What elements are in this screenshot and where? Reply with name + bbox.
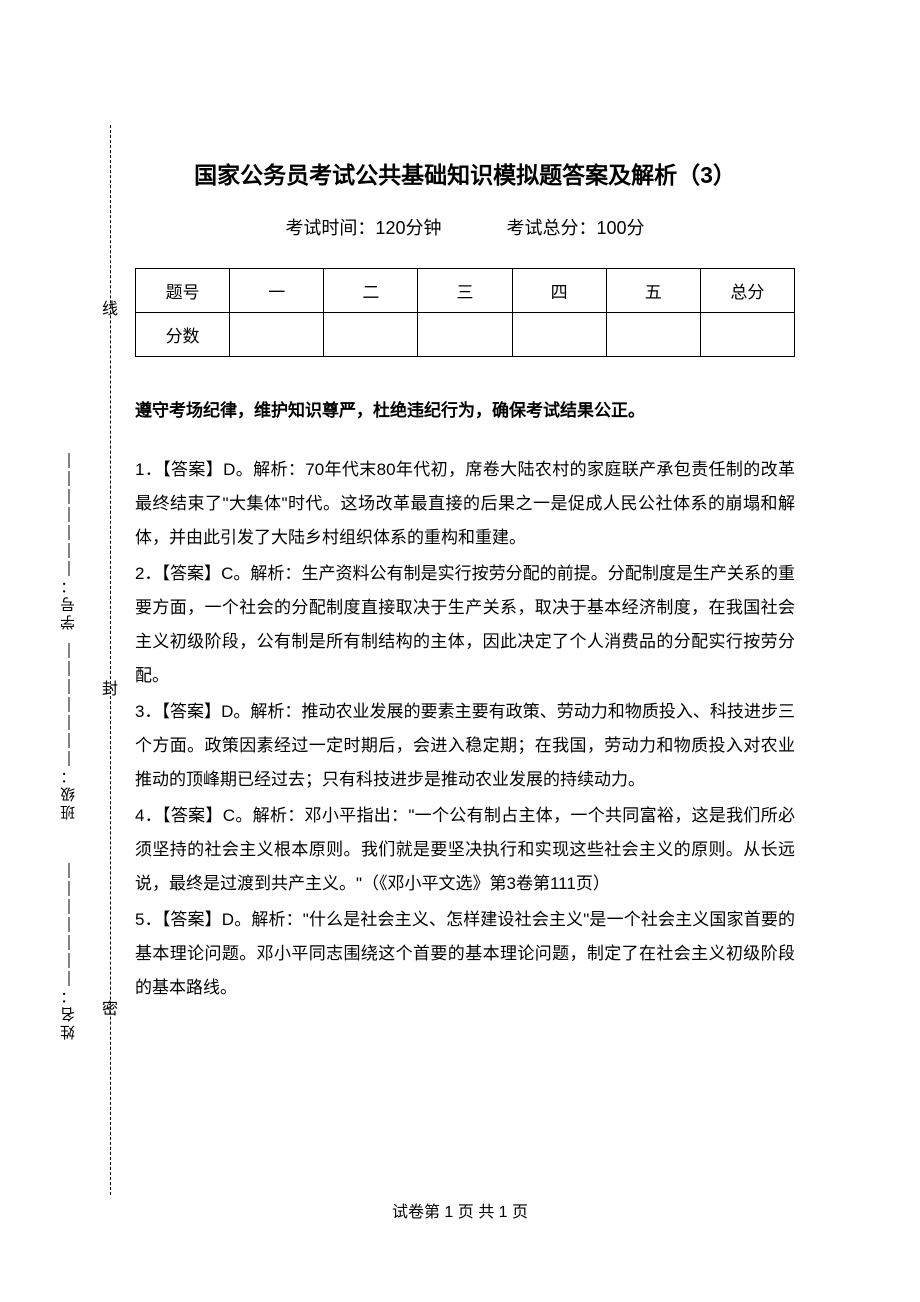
exam-total: 考试总分：100分: [507, 218, 645, 238]
header-cell: 题号: [136, 269, 230, 313]
sidebar-name: 姓名：———————: [58, 860, 79, 1040]
header-cell: 总分: [700, 269, 794, 313]
seal-line: [110, 125, 111, 1195]
answer-item: 1．【答案】D。解析：70年代末80年代初，席卷大陆农村的家庭联产承包责任制的改…: [135, 453, 795, 555]
document-title: 国家公务员考试公共基础知识模拟题答案及解析（3）: [135, 155, 795, 196]
sidebar-class: 班级：———————: [58, 640, 79, 820]
class-line: ———————: [60, 640, 77, 766]
seal-char-secret: 密: [95, 1000, 119, 1016]
sidebar-student-id: 学号：———————: [58, 450, 79, 630]
header-cell: 五: [606, 269, 700, 313]
class-label: 班级：: [60, 766, 77, 820]
table-score-row: 分数: [136, 313, 795, 357]
header-cell: 四: [512, 269, 606, 313]
score-cell: [418, 313, 512, 357]
answer-item: 2．【答案】C。解析：生产资料公有制是实行按劳分配的前提。分配制度是生产关系的重…: [135, 557, 795, 693]
seal-char-seal: 封: [95, 680, 119, 696]
answer-item: 3．【答案】D。解析：推动农业发展的要素主要有政策、劳动力和物质投入、科技进步三…: [135, 695, 795, 797]
seal-char-line: 线: [95, 300, 119, 316]
name-label: 姓名：: [60, 986, 77, 1040]
score-cell: [700, 313, 794, 357]
header-cell: 一: [230, 269, 324, 313]
main-content: 国家公务员考试公共基础知识模拟题答案及解析（3） 考试时间：120分钟 考试总分…: [135, 155, 795, 1007]
score-table: 题号 一 二 三 四 五 总分 分数: [135, 268, 795, 357]
page-footer: 试卷第 1 页 共 1 页: [0, 1198, 920, 1222]
student-id-line: ———————: [60, 450, 77, 576]
student-id-label: 学号：: [60, 576, 77, 630]
score-cell: [230, 313, 324, 357]
name-line: ———————: [60, 860, 77, 986]
table-header-row: 题号 一 二 三 四 五 总分: [136, 269, 795, 313]
header-cell: 三: [418, 269, 512, 313]
answer-item: 5．【答案】D。解析："什么是社会主义、怎样建设社会主义"是一个社会主义国家首要…: [135, 903, 795, 1005]
header-cell: 二: [324, 269, 418, 313]
exam-info: 考试时间：120分钟 考试总分：100分: [135, 214, 795, 240]
score-cell: [324, 313, 418, 357]
score-cell: [606, 313, 700, 357]
score-label-cell: 分数: [136, 313, 230, 357]
answer-item: 4．【答案】C。解析：邓小平指出："一个公有制占主体，一个共同富裕，这是我们所必…: [135, 799, 795, 901]
exam-time: 考试时间：120分钟: [285, 218, 441, 238]
score-cell: [512, 313, 606, 357]
exam-notice: 遵守考场纪律，维护知识尊严，杜绝违纪行为，确保考试结果公正。: [135, 397, 795, 424]
